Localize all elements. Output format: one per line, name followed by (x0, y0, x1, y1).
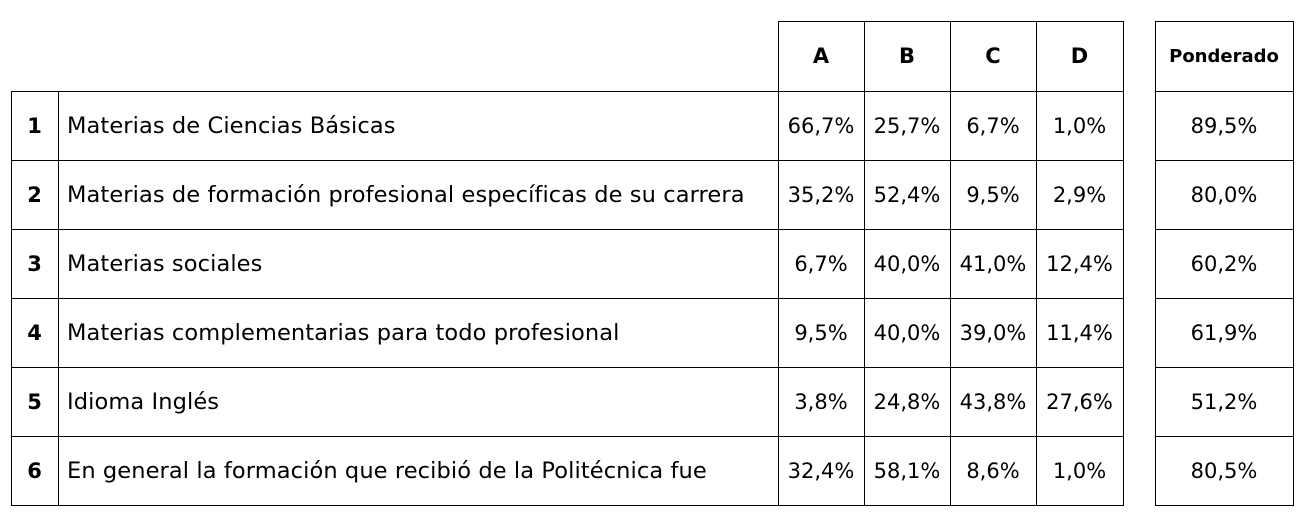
column-header-c: C (985, 44, 1001, 68)
row-number: 3 (27, 251, 42, 276)
grid-line (949, 21, 951, 506)
value-cell-a: 6,7% (794, 251, 848, 276)
row-number: 1 (27, 113, 42, 138)
value-cell-c: 41,0% (959, 251, 1027, 276)
grid-line (1154, 21, 1156, 506)
value-cell-d: 12,4% (1046, 251, 1113, 276)
value-cell-c: 9,5% (966, 182, 1020, 207)
grid-line (11, 504, 1124, 506)
value-cell-d: 1,0% (1052, 113, 1107, 138)
value-cell-a: 66,7% (787, 113, 855, 138)
weighted-cell: 80,0% (1190, 182, 1258, 207)
weighted-cell: 89,5% (1190, 113, 1258, 138)
grid-line (1155, 90, 1294, 92)
value-cell-a: 9,5% (794, 320, 848, 345)
weighted-cell: 61,9% (1190, 320, 1258, 345)
weighted-cell: 51,2% (1190, 389, 1258, 414)
grid-line (11, 159, 1124, 161)
value-cell-c: 8,6% (966, 458, 1020, 483)
value-cell-d: 1,0% (1052, 458, 1107, 483)
value-cell-a: 32,4% (787, 458, 855, 483)
column-header-b: B (898, 44, 915, 68)
value-cell-c: 39,0% (959, 320, 1027, 345)
row-label: Materias sociales (67, 250, 263, 277)
row-label: Materias complementarias para todo profe… (67, 319, 620, 346)
grid-line (777, 21, 779, 506)
grid-line (1155, 435, 1294, 437)
grid-line (1035, 21, 1037, 506)
grid-line (863, 21, 865, 506)
value-cell-b: 25,7% (873, 113, 941, 138)
row-number: 5 (27, 389, 42, 414)
row-number: 6 (27, 458, 42, 483)
grid-line (1155, 366, 1294, 368)
row-number: 2 (27, 182, 42, 207)
grid-line (11, 90, 1124, 92)
value-cell-a: 35,2% (787, 182, 855, 207)
value-cell-c: 43,8% (959, 389, 1027, 414)
grid-line (1155, 228, 1294, 230)
grid-line (11, 297, 1124, 299)
value-cell-d: 11,4% (1046, 320, 1113, 345)
grid-line (11, 366, 1124, 368)
grid-line (1155, 159, 1294, 161)
column-header-weighted: Ponderado (1169, 45, 1279, 67)
value-cell-d: 2,9% (1052, 182, 1107, 207)
value-cell-b: 52,4% (873, 182, 941, 207)
column-header-d: D (1070, 44, 1089, 68)
grid-line (1122, 21, 1124, 506)
value-cell-c: 6,7% (966, 113, 1020, 138)
value-cell-b: 24,8% (873, 389, 941, 414)
value-cell-a: 3,8% (794, 389, 848, 414)
grid-line (11, 228, 1124, 230)
grid-line (778, 20, 1124, 22)
grid-line (57, 91, 59, 506)
grid-line (1292, 21, 1294, 506)
row-label: Materias de formación profesional especí… (67, 181, 745, 208)
grid-line (1155, 297, 1294, 299)
weighted-cell: 60,2% (1190, 251, 1258, 276)
row-label: Materias de Ciencias Básicas (67, 112, 396, 139)
value-cell-d: 27,6% (1046, 389, 1113, 414)
grid-line (10, 91, 12, 506)
grid-line (1155, 20, 1294, 22)
row-label: Idioma Inglés (67, 388, 220, 415)
value-cell-b: 58,1% (873, 458, 941, 483)
row-label: En general la formación que recibió de l… (67, 457, 707, 484)
grid-line (1155, 504, 1294, 506)
column-header-a: A (812, 44, 830, 68)
row-number: 4 (27, 320, 42, 345)
value-cell-b: 40,0% (873, 320, 941, 345)
value-cell-b: 40,0% (873, 251, 941, 276)
weighted-cell: 80,5% (1190, 458, 1258, 483)
grid-line (11, 435, 1124, 437)
